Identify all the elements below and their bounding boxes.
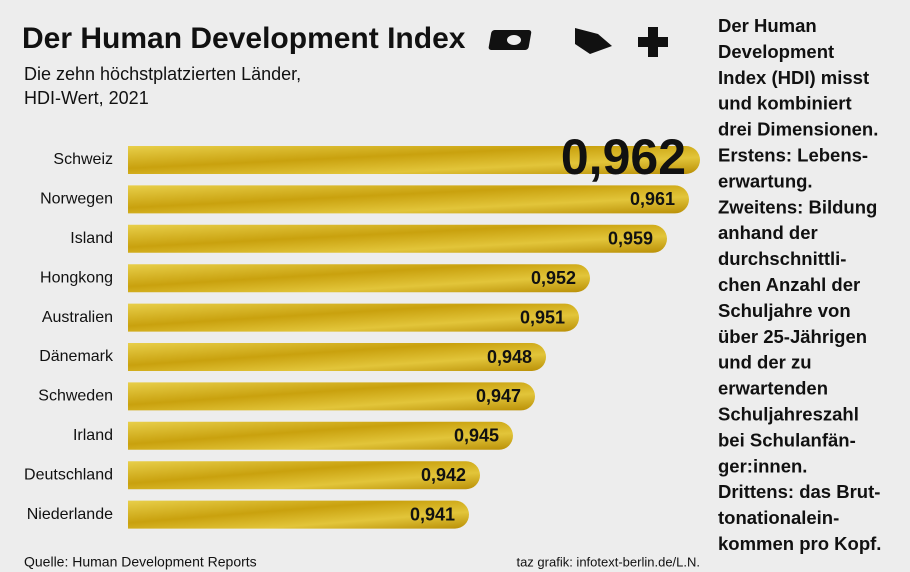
description-line: kommen pro Kopf. (718, 533, 881, 554)
category-label: Niederlande (27, 506, 113, 523)
category-label: Dänemark (39, 348, 114, 365)
description-line: Development (718, 41, 834, 62)
description-line: über 25-Jährigen (718, 326, 867, 347)
bar (128, 146, 700, 174)
description-line: erwartenden (718, 378, 828, 399)
description-line: drei Dimensionen. (718, 119, 878, 140)
value-label: 0,942 (421, 465, 466, 485)
category-label: Deutschland (24, 466, 113, 483)
category-label: Island (70, 230, 113, 247)
description-line: Zweitens: Bildung (718, 196, 877, 217)
category-label: Australien (42, 309, 113, 326)
subtitle: Die zehn höchstplatzierten Länder, (24, 64, 301, 84)
value-label: 0,959 (608, 229, 653, 249)
subtitle: HDI-Wert, 2021 (24, 88, 149, 108)
value-label: 0,941 (410, 504, 455, 524)
bar (128, 264, 591, 293)
description-line: erwartung. (718, 170, 813, 191)
bar (128, 500, 469, 529)
bar (128, 382, 535, 411)
description-line: und der zu (718, 352, 812, 373)
description-line: anhand der (718, 222, 818, 243)
chart-title: Der Human Development Index (22, 22, 466, 55)
bar (128, 343, 546, 371)
category-label: Hongkong (40, 269, 113, 286)
description-line: tonationalein- (718, 507, 839, 528)
category-label: Schweden (38, 388, 113, 405)
description-line: Schuljahreszahl (718, 404, 859, 425)
value-label: 0,945 (454, 426, 499, 446)
value-label: 0,962 (561, 129, 686, 185)
description-line: bei Schulanfän- (718, 429, 856, 450)
description-line: durchschnittli- (718, 248, 846, 269)
category-label: Irland (73, 427, 113, 444)
value-label: 0,952 (531, 268, 576, 288)
credit: taz grafik: infotext-berlin.de/L.N. (516, 554, 700, 569)
value-label: 0,948 (487, 347, 532, 367)
description-line: Index (HDI) misst (718, 67, 869, 88)
bar (128, 303, 579, 332)
icons (488, 27, 668, 57)
value-label: 0,951 (520, 307, 565, 327)
description-line: chen Anzahl der (718, 274, 860, 295)
description-line: Erstens: Lebens- (718, 145, 868, 166)
bar (128, 185, 689, 214)
description-line: und kombiniert (718, 93, 852, 114)
description-line: Drittens: das Brut- (718, 481, 880, 502)
value-label: 0,947 (476, 386, 521, 406)
bar (128, 224, 668, 253)
bar (128, 461, 481, 490)
source: Quelle: Human Development Reports (24, 554, 257, 570)
description-line: ger:innen. (718, 455, 807, 476)
value-label: 0,961 (630, 189, 675, 209)
category-label: Norwegen (40, 191, 113, 208)
description-line: Der Human (718, 15, 817, 36)
category-label: Schweiz (53, 151, 113, 168)
bar (128, 421, 513, 450)
description-line: Schuljahre von (718, 300, 851, 321)
